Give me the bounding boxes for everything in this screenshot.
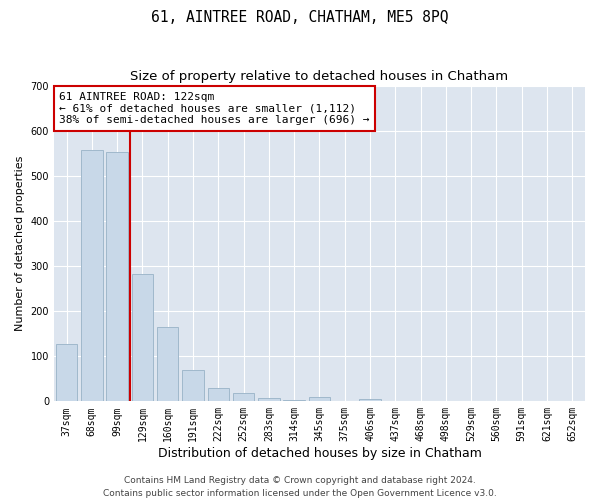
Bar <box>208 388 229 402</box>
Bar <box>359 399 381 402</box>
Bar <box>81 150 103 402</box>
Y-axis label: Number of detached properties: Number of detached properties <box>15 156 25 331</box>
Text: Contains HM Land Registry data © Crown copyright and database right 2024.
Contai: Contains HM Land Registry data © Crown c… <box>103 476 497 498</box>
Bar <box>131 274 153 402</box>
Text: 61, AINTREE ROAD, CHATHAM, ME5 8PQ: 61, AINTREE ROAD, CHATHAM, ME5 8PQ <box>151 10 449 25</box>
Bar <box>258 398 280 402</box>
Bar <box>56 344 77 402</box>
X-axis label: Distribution of detached houses by size in Chatham: Distribution of detached houses by size … <box>158 447 481 460</box>
Text: 61 AINTREE ROAD: 122sqm
← 61% of detached houses are smaller (1,112)
38% of semi: 61 AINTREE ROAD: 122sqm ← 61% of detache… <box>59 92 370 125</box>
Bar <box>106 152 128 402</box>
Title: Size of property relative to detached houses in Chatham: Size of property relative to detached ho… <box>130 70 509 83</box>
Bar <box>309 397 330 402</box>
Bar <box>283 400 305 402</box>
Bar <box>182 370 204 402</box>
Bar <box>157 327 178 402</box>
Bar <box>233 393 254 402</box>
